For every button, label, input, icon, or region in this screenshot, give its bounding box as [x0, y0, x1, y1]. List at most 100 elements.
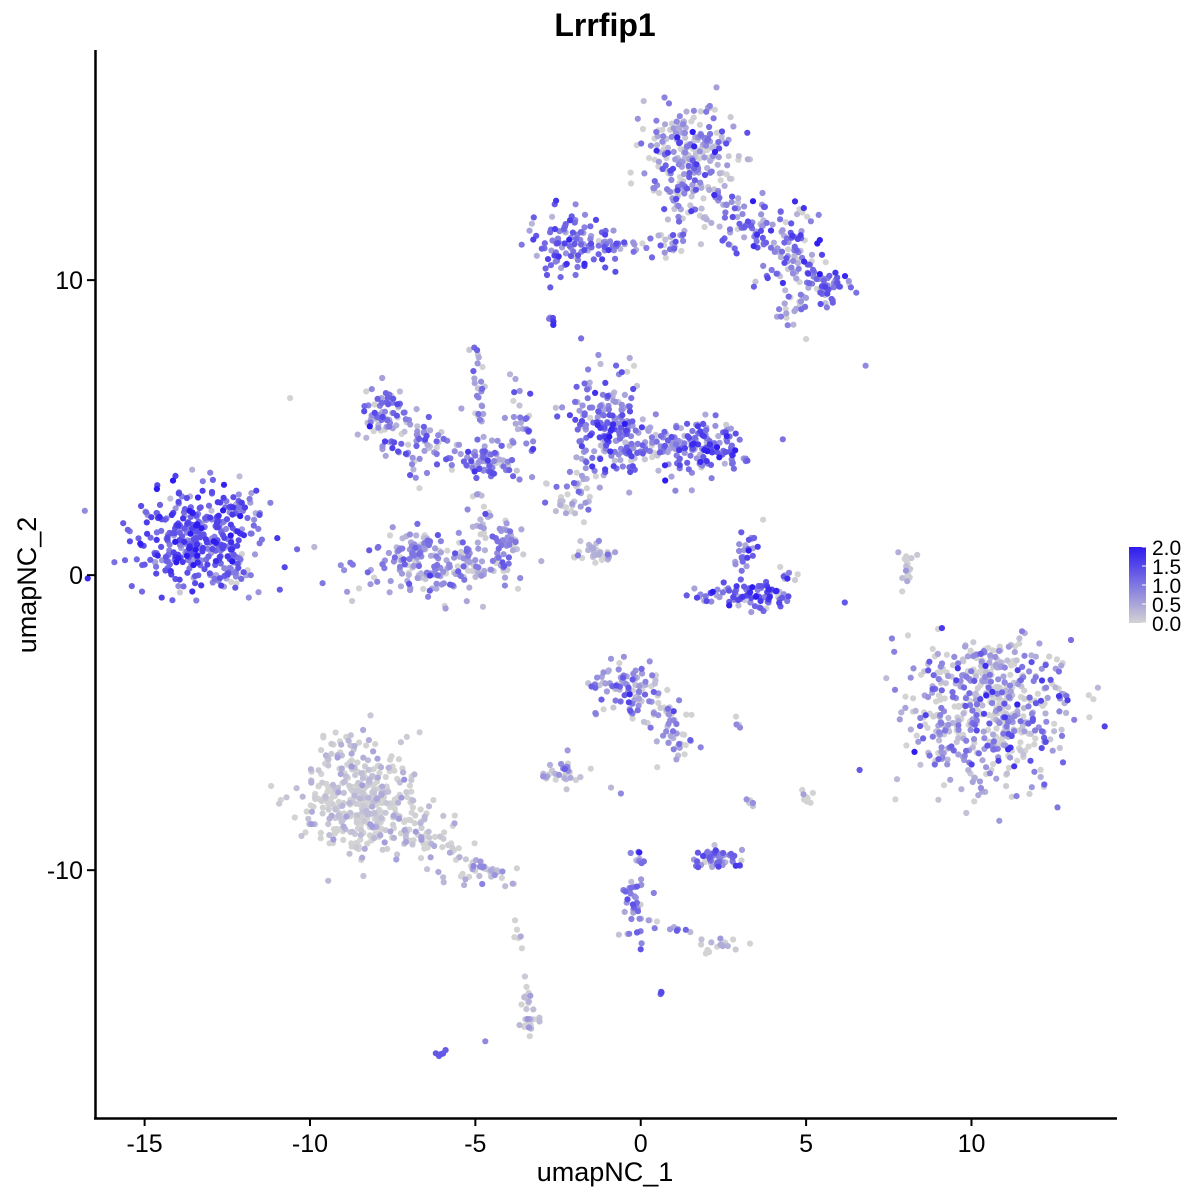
data-point	[354, 759, 361, 766]
data-point	[326, 840, 333, 847]
data-point	[162, 567, 169, 574]
data-point	[907, 726, 914, 733]
data-point	[377, 764, 385, 771]
data-point	[224, 553, 231, 560]
data-point	[459, 539, 466, 546]
data-point	[664, 705, 672, 712]
data-point	[652, 411, 659, 418]
data-point	[471, 380, 478, 387]
data-point	[938, 744, 945, 751]
data-point	[696, 121, 704, 128]
data-point	[570, 248, 577, 255]
data-point	[421, 447, 428, 454]
data-point	[640, 98, 647, 105]
data-point	[676, 447, 683, 454]
data-point	[406, 555, 413, 563]
data-point	[386, 589, 393, 596]
data-point	[948, 743, 955, 750]
data-point	[521, 994, 528, 1001]
data-point	[302, 829, 309, 836]
data-point	[736, 547, 743, 555]
data-point	[434, 532, 441, 539]
data-point	[728, 850, 735, 858]
data-point	[1013, 793, 1020, 800]
data-point	[908, 555, 915, 562]
data-point	[383, 783, 390, 790]
data-point	[672, 238, 679, 245]
data-point	[612, 255, 619, 262]
data-point	[190, 536, 198, 543]
data-point	[1013, 657, 1020, 664]
data-point	[604, 419, 611, 426]
data-point	[813, 275, 820, 283]
data-point	[375, 543, 382, 551]
data-point	[658, 989, 665, 996]
data-point	[418, 836, 425, 844]
data-point	[437, 549, 444, 556]
data-point	[779, 436, 786, 443]
data-point	[397, 739, 404, 746]
data-point	[638, 665, 645, 673]
data-point	[716, 454, 723, 461]
data-point	[703, 426, 710, 434]
data-point	[856, 766, 863, 774]
data-point	[696, 148, 704, 155]
data-point	[677, 425, 685, 432]
data-point	[768, 266, 775, 274]
data-point	[782, 219, 789, 226]
colorbar-label: 2.0	[1152, 537, 1181, 560]
data-point	[475, 545, 482, 552]
data-point	[716, 594, 723, 601]
data-point	[728, 199, 735, 206]
data-point	[711, 148, 719, 156]
data-point	[747, 589, 754, 596]
data-point	[619, 412, 626, 419]
data-point	[283, 794, 290, 801]
data-point	[709, 863, 716, 871]
data-point	[683, 711, 690, 718]
data-point	[441, 829, 448, 836]
data-point	[513, 865, 521, 872]
data-point	[783, 310, 790, 317]
data-point	[412, 474, 419, 481]
data-point	[347, 809, 354, 816]
data-point	[345, 737, 352, 744]
data-point	[578, 418, 586, 425]
data-point	[395, 448, 402, 455]
data-point	[578, 335, 585, 342]
data-point	[172, 472, 179, 479]
data-point	[701, 154, 708, 161]
data-point	[1001, 679, 1008, 686]
data-point	[690, 114, 697, 121]
data-point	[635, 688, 643, 695]
data-point	[226, 564, 234, 571]
data-point	[481, 448, 488, 455]
data-point	[378, 815, 385, 822]
data-point	[361, 403, 368, 410]
data-point	[582, 465, 589, 472]
data-point	[335, 789, 342, 796]
data-point	[516, 387, 523, 395]
data-point	[394, 851, 401, 858]
data-point	[706, 441, 714, 448]
data-point	[583, 485, 591, 492]
data-point	[996, 720, 1003, 727]
data-point	[214, 499, 221, 506]
data-point	[657, 704, 664, 712]
y-tick-label: 10	[55, 267, 83, 295]
data-point	[615, 666, 622, 673]
data-point	[922, 712, 929, 719]
data-point	[935, 675, 942, 683]
data-point	[509, 880, 516, 887]
data-point	[623, 427, 630, 434]
data-point	[670, 708, 677, 715]
y-axis-label: umapNC_2	[12, 517, 42, 654]
data-point	[791, 577, 799, 584]
data-point	[797, 232, 804, 239]
data-point	[758, 211, 765, 218]
data-point	[991, 746, 998, 753]
data-point	[687, 737, 694, 744]
data-point	[340, 789, 347, 797]
data-point	[627, 468, 634, 476]
data-point	[396, 779, 403, 786]
